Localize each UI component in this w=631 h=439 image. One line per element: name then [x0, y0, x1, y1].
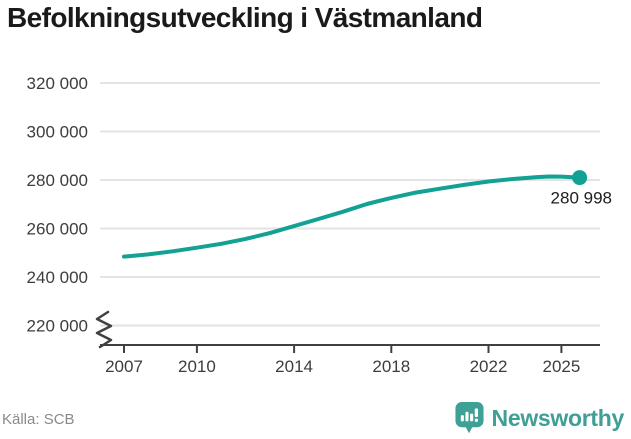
y-tick-label: 300 000	[27, 123, 88, 142]
y-tick-label: 320 000	[27, 74, 88, 93]
x-tick-label: 2018	[372, 357, 410, 376]
y-tick-label: 240 000	[27, 268, 88, 287]
newsworthy-wordmark: Newsworthy	[491, 404, 625, 431]
x-tick-label: 2014	[275, 357, 313, 376]
source-attribution: Källa: SCB	[2, 411, 75, 428]
newsworthy-bubble-chart-icon	[454, 402, 484, 434]
axis-break-icon	[95, 310, 113, 349]
population-series-line	[122, 174, 582, 259]
y-tick-label: 280 000	[27, 171, 88, 190]
latest-value-marker	[572, 170, 588, 186]
x-tick-label: 2025	[542, 357, 580, 376]
x-tick-label: 2007	[105, 357, 143, 376]
newsworthy-logo: Newsworthy	[454, 401, 624, 435]
y-tick-label: 260 000	[27, 220, 88, 239]
population-chart: 320 000 300 000 280 000 260 000 240 000 220 0…	[27, 74, 612, 376]
chart-title: Befolkningsutveckling i Västmanland	[7, 2, 483, 33]
x-tick-label: 2022	[470, 357, 508, 376]
x-tick-label: 2010	[178, 357, 216, 376]
y-tick-label: 220 000	[27, 317, 88, 336]
latest-value-label: 280 998	[551, 189, 612, 208]
